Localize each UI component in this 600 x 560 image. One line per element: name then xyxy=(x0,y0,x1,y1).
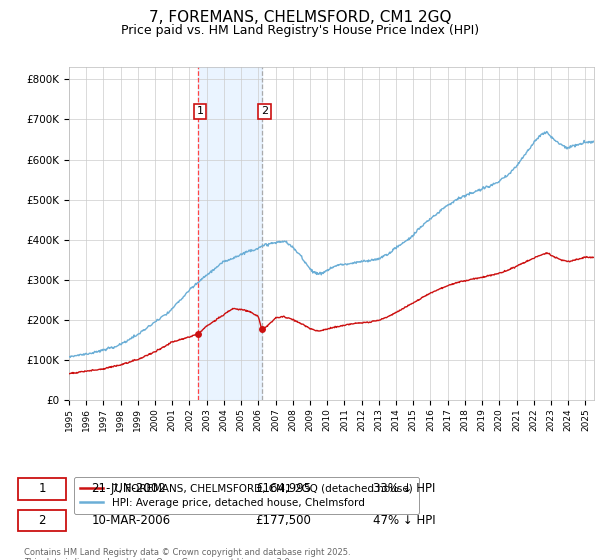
Legend: 7, FOREMANS, CHELMSFORD, CM1 2GQ (detached house), HPI: Average price, detached : 7, FOREMANS, CHELMSFORD, CM1 2GQ (detach… xyxy=(74,477,419,514)
Text: £164,995: £164,995 xyxy=(255,482,311,496)
Text: 7, FOREMANS, CHELMSFORD, CM1 2GQ: 7, FOREMANS, CHELMSFORD, CM1 2GQ xyxy=(149,10,451,25)
Text: 2: 2 xyxy=(260,106,268,116)
FancyBboxPatch shape xyxy=(18,478,66,500)
Text: 33% ↓ HPI: 33% ↓ HPI xyxy=(373,482,436,496)
Text: 47% ↓ HPI: 47% ↓ HPI xyxy=(373,514,436,526)
Bar xyxy=(197,67,262,400)
Text: 21-JUN-2002: 21-JUN-2002 xyxy=(91,482,166,496)
Text: Price paid vs. HM Land Registry's House Price Index (HPI): Price paid vs. HM Land Registry's House … xyxy=(121,24,479,36)
Text: 1: 1 xyxy=(197,106,203,116)
FancyBboxPatch shape xyxy=(18,510,66,531)
Text: 1: 1 xyxy=(38,482,46,496)
Text: 10-MAR-2006: 10-MAR-2006 xyxy=(91,514,170,526)
Text: 2: 2 xyxy=(38,514,46,526)
Text: Contains HM Land Registry data © Crown copyright and database right 2025.
This d: Contains HM Land Registry data © Crown c… xyxy=(24,548,350,560)
Text: £177,500: £177,500 xyxy=(255,514,311,526)
